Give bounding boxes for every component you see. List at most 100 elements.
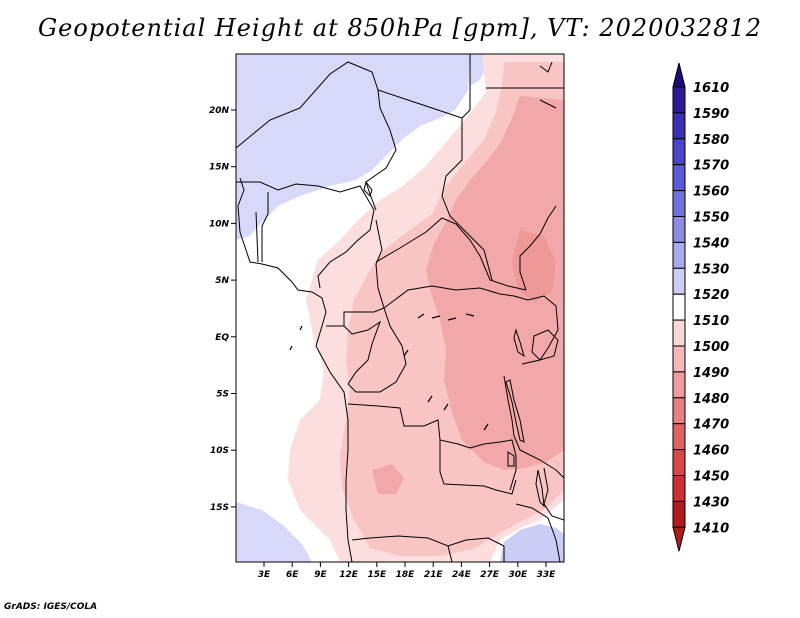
border-ethiopia xyxy=(539,61,557,109)
height-contour-1470-east xyxy=(512,230,556,302)
colorbar-label: 1560 xyxy=(693,185,729,200)
colorbar-label: 1470 xyxy=(693,418,729,433)
lat-label: 20N xyxy=(209,106,230,116)
colorbar-label: 1450 xyxy=(693,470,729,485)
lake-albert xyxy=(513,328,525,358)
border-northeast xyxy=(519,205,557,291)
border-car-sudan xyxy=(375,217,527,291)
colorbar-label: 1530 xyxy=(693,262,729,277)
colorbar-label: 1410 xyxy=(693,521,729,536)
colorbar-label: 1570 xyxy=(693,159,729,174)
border-namibia xyxy=(351,535,505,547)
colorbar: 1610 1590 1580 1570 1560 1550 1540 1530 1520 1510… xyxy=(672,62,729,552)
colorbar-segment xyxy=(672,371,686,399)
lon-label: 3E xyxy=(258,570,271,580)
border-gabon-congo xyxy=(343,320,381,385)
colorbar-arrow-top xyxy=(672,62,686,88)
colorbar-label: 1480 xyxy=(693,392,729,407)
river-marks xyxy=(289,313,489,431)
lon-label: 9E xyxy=(314,570,327,580)
lat-label: 15S xyxy=(210,503,229,513)
colorbar-segment xyxy=(672,164,686,192)
height-contour-1520-southwest xyxy=(236,502,312,562)
colorbar-label: 1610 xyxy=(693,81,729,96)
lon-label: 30E xyxy=(508,570,528,580)
colorbar-segment xyxy=(672,138,686,166)
border-botswana xyxy=(447,545,505,562)
height-contour-1520-northeast xyxy=(470,54,486,86)
colorbar-segment xyxy=(672,190,686,218)
height-contour-1470-south xyxy=(372,464,404,494)
border-chad-sudan xyxy=(377,89,493,281)
border-sahel xyxy=(236,61,397,211)
border-car-drc xyxy=(383,285,515,309)
lon-label: 15E xyxy=(367,570,387,580)
border-ghana-togo xyxy=(255,192,269,263)
lake-chad xyxy=(363,180,373,197)
lon-label: 27E xyxy=(480,570,500,580)
lake-malawi xyxy=(535,469,545,508)
colorbar-segment xyxy=(672,475,686,502)
borders-layer xyxy=(236,54,564,562)
colorbar-segment xyxy=(672,345,686,373)
height-contour-1520-north xyxy=(236,54,470,240)
lat-label: EQ xyxy=(215,333,229,343)
border-angola-drc xyxy=(347,403,471,449)
grads-credit: GrADS: IGES/COLA xyxy=(4,602,98,612)
latitude-axis: 20N 15N 10N 5N EQ 5S 10S 15S xyxy=(209,106,236,513)
colorbar-segment xyxy=(672,423,686,451)
border-rwanda-tanzania xyxy=(503,375,564,479)
colorbar-segment xyxy=(672,216,686,243)
border-uganda-kenya xyxy=(513,295,559,365)
colorbar-segment xyxy=(672,500,686,528)
lat-label: 10S xyxy=(210,446,229,456)
lon-label: 24E xyxy=(452,570,472,580)
border-angola-zambia xyxy=(439,440,517,495)
lat-label: 5S xyxy=(216,390,229,400)
colorbar-label: 1510 xyxy=(693,314,729,329)
border-mozambique xyxy=(515,503,561,562)
lat-label: 15N xyxy=(209,163,230,173)
colorbar-segment xyxy=(672,319,686,347)
lon-label: 21E xyxy=(424,570,444,580)
colorbar-label: 1490 xyxy=(693,366,729,381)
colorbar-label: 1590 xyxy=(693,107,729,122)
lake-victoria xyxy=(531,329,559,361)
longitude-axis: 3E 6E 9E 12E 15E 18E 21E 24E 27E 30E 33E xyxy=(258,562,556,580)
lake-tanganyika xyxy=(505,379,525,443)
colorbar-segment xyxy=(672,449,686,477)
colorbar-segment xyxy=(672,112,686,140)
lon-label: 33E xyxy=(537,570,557,580)
height-contour-1480 xyxy=(426,96,564,470)
colorbar-segment xyxy=(672,86,686,114)
border-congo-drc xyxy=(347,307,407,393)
colorbar-label: 1460 xyxy=(693,444,729,459)
colorbar-label: 1520 xyxy=(693,288,729,303)
colorbar-label: 1500 xyxy=(693,340,729,355)
lake-mweru xyxy=(507,451,515,467)
border-drc-east xyxy=(469,439,517,491)
colorbar-segment xyxy=(672,293,686,321)
map-frame xyxy=(235,53,565,563)
height-contour-1520-southeast xyxy=(500,524,564,562)
map-panel xyxy=(236,54,564,562)
lon-label: 18E xyxy=(396,570,416,580)
lon-label: 12E xyxy=(339,570,359,580)
colorbar-label: 1550 xyxy=(693,211,729,226)
border-nigeria-cameroon xyxy=(317,209,375,289)
colorbar-segment xyxy=(672,267,686,295)
colorbar-arrow-bottom xyxy=(672,526,686,552)
border-westafrica xyxy=(236,181,375,211)
colorbar-label: 1580 xyxy=(693,133,729,148)
lon-label: 6E xyxy=(286,570,299,580)
lat-label: 10N xyxy=(209,219,230,229)
coastline xyxy=(237,177,353,562)
colorbar-label: 1430 xyxy=(693,495,729,510)
map-title: Geopotential Height at 850hPa [gpm], VT:… xyxy=(38,14,762,42)
colorbar-label: 1540 xyxy=(693,236,729,251)
lat-label: 5N xyxy=(215,276,229,286)
colorbar-segment xyxy=(672,397,686,425)
border-libya-egypt xyxy=(461,54,471,119)
colorbar-segment xyxy=(672,241,686,269)
